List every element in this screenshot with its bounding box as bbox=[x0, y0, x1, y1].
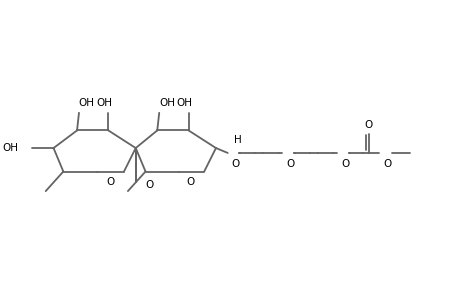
Text: O: O bbox=[186, 177, 194, 187]
Text: O: O bbox=[364, 120, 372, 130]
Text: H: H bbox=[233, 135, 241, 145]
Text: OH: OH bbox=[78, 98, 95, 108]
Text: OH: OH bbox=[2, 143, 18, 153]
Text: O: O bbox=[145, 180, 153, 190]
Text: O: O bbox=[106, 177, 114, 187]
Text: OH: OH bbox=[159, 98, 175, 108]
Text: O: O bbox=[231, 159, 239, 169]
Text: O: O bbox=[382, 159, 391, 169]
Text: O: O bbox=[340, 159, 348, 169]
Text: O: O bbox=[285, 159, 294, 169]
Text: OH: OH bbox=[96, 98, 112, 108]
Text: OH: OH bbox=[176, 98, 192, 108]
